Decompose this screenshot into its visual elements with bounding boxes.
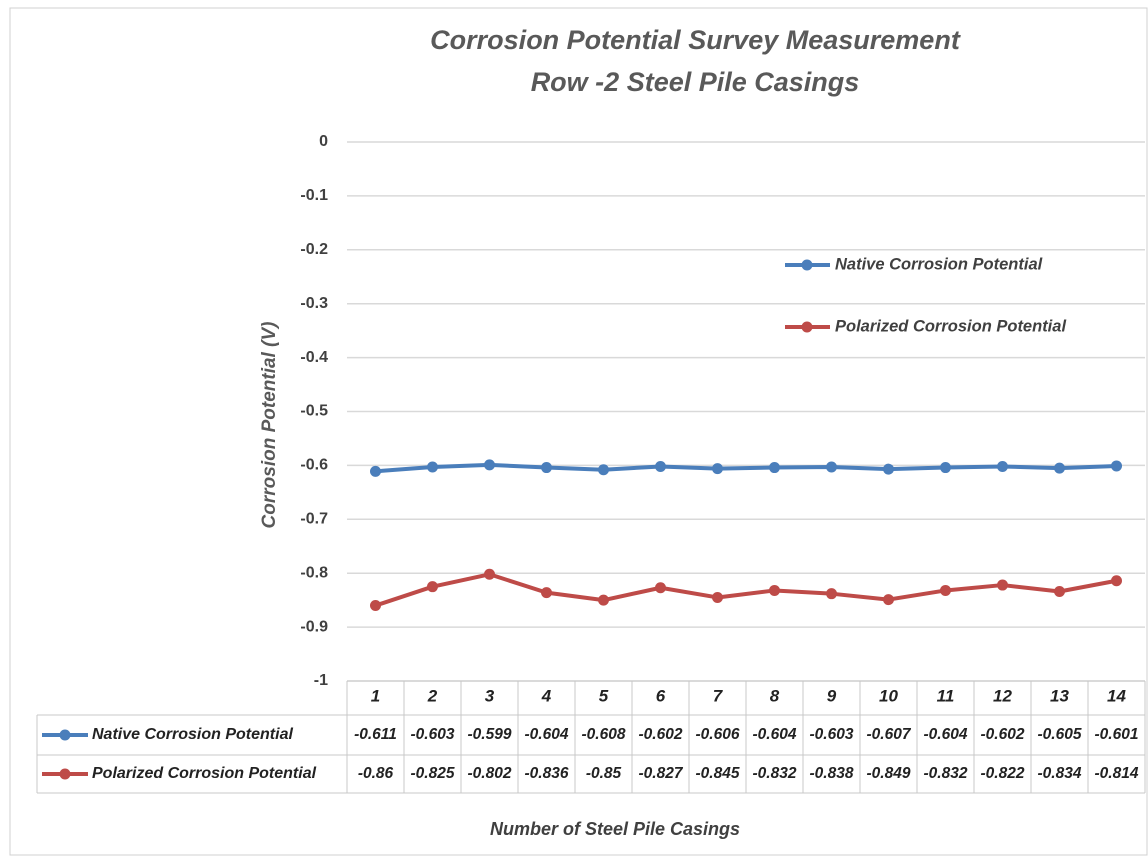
legend-key-marker bbox=[801, 259, 813, 271]
x-tick-label: 8 bbox=[770, 686, 780, 705]
data-point bbox=[484, 459, 495, 471]
x-axis-title: Number of Steel Pile Casings bbox=[490, 819, 740, 839]
data-point bbox=[541, 587, 552, 599]
table-cell: -0.608 bbox=[582, 726, 626, 743]
table-cell: -0.834 bbox=[1038, 765, 1082, 782]
data-point bbox=[427, 461, 438, 473]
data-point bbox=[1054, 586, 1065, 598]
y-tick-label: -0.7 bbox=[300, 511, 328, 528]
data-point bbox=[712, 591, 723, 603]
data-point bbox=[484, 568, 495, 580]
table-cell: -0.802 bbox=[468, 765, 512, 782]
data-point bbox=[427, 581, 438, 593]
data-point bbox=[826, 588, 837, 600]
chart-frame bbox=[9, 7, 1148, 856]
table-row-label: Native Corrosion Potential bbox=[92, 726, 293, 743]
y-tick-label: -0.3 bbox=[300, 295, 328, 312]
y-tick-label: -0.9 bbox=[300, 618, 328, 635]
x-tick-label: 13 bbox=[1050, 686, 1069, 705]
table-cell: -0.605 bbox=[1038, 726, 1082, 743]
data-point bbox=[769, 462, 780, 474]
table-cell: -0.604 bbox=[525, 726, 569, 743]
data-point bbox=[826, 461, 837, 473]
legend-label: Polarized Corrosion Potential bbox=[835, 317, 1066, 335]
x-tick-label: 1 bbox=[371, 686, 380, 705]
data-point bbox=[1054, 462, 1065, 474]
data-point bbox=[541, 462, 552, 474]
x-tick-label: 7 bbox=[713, 686, 724, 705]
data-point bbox=[1111, 575, 1122, 587]
table-cell: -0.602 bbox=[981, 726, 1025, 743]
table-cell: -0.601 bbox=[1095, 726, 1139, 743]
x-tick-label: 14 bbox=[1107, 686, 1126, 705]
table-cell: -0.607 bbox=[867, 726, 912, 743]
y-tick-label: -1 bbox=[314, 672, 328, 689]
table-key-marker bbox=[59, 729, 71, 741]
table-cell: -0.604 bbox=[753, 726, 797, 743]
table-cell: -0.603 bbox=[810, 726, 854, 743]
data-point bbox=[940, 462, 951, 474]
table-row-label: Polarized Corrosion Potential bbox=[92, 765, 317, 782]
x-tick-label: 11 bbox=[937, 686, 955, 705]
table-cell: -0.611 bbox=[354, 726, 397, 743]
x-tick-label: 5 bbox=[599, 686, 609, 705]
data-point bbox=[370, 465, 381, 477]
legend-label: Native Corrosion Potential bbox=[835, 255, 1043, 273]
chart-title: Corrosion Potential Survey Measurement bbox=[430, 25, 961, 55]
x-tick-label: 9 bbox=[827, 686, 837, 705]
table-cell: -0.602 bbox=[639, 726, 683, 743]
data-point bbox=[655, 582, 666, 594]
table-cell: -0.825 bbox=[411, 765, 455, 782]
table-cell: -0.606 bbox=[696, 726, 740, 743]
table-cell: -0.814 bbox=[1095, 765, 1139, 782]
table-cell: -0.603 bbox=[411, 726, 455, 743]
table-cell: -0.838 bbox=[810, 765, 854, 782]
x-tick-label: 2 bbox=[427, 686, 438, 705]
data-point bbox=[712, 463, 723, 475]
data-point bbox=[598, 594, 609, 606]
data-point bbox=[997, 579, 1008, 591]
data-point bbox=[655, 460, 666, 472]
legend-key-marker bbox=[801, 321, 813, 333]
series-line bbox=[375, 462, 1117, 474]
y-tick-label: -0.2 bbox=[300, 241, 328, 258]
y-tick-label: -0.1 bbox=[300, 187, 328, 204]
chart-subtitle: Row -2 Steel Pile Casings bbox=[531, 67, 860, 97]
y-tick-label: 0 bbox=[319, 133, 328, 150]
data-point bbox=[883, 594, 894, 606]
table-cell: -0.836 bbox=[525, 765, 569, 782]
table-cell: -0.599 bbox=[468, 726, 512, 743]
table-cell: -0.822 bbox=[981, 765, 1025, 782]
table-cell: -0.832 bbox=[924, 765, 968, 782]
data-point bbox=[769, 584, 780, 596]
table-cell: -0.827 bbox=[639, 765, 684, 782]
x-tick-label: 4 bbox=[541, 686, 552, 705]
table-cell: -0.832 bbox=[753, 765, 797, 782]
series-line bbox=[374, 572, 1117, 608]
data-point bbox=[883, 463, 894, 475]
y-tick-label: -0.5 bbox=[300, 403, 328, 420]
x-tick-label: 10 bbox=[879, 686, 898, 705]
table-cell: -0.604 bbox=[924, 726, 968, 743]
y-tick-label: -0.8 bbox=[300, 564, 328, 581]
table-key-marker bbox=[59, 768, 71, 780]
x-tick-label: 12 bbox=[993, 686, 1012, 705]
y-tick-label: -0.6 bbox=[300, 457, 328, 474]
table-cell: -0.86 bbox=[358, 765, 394, 782]
table-cell: -0.845 bbox=[696, 765, 740, 782]
y-tick-label: -0.4 bbox=[300, 349, 328, 366]
y-axis-title: Corrosion Potential (V) bbox=[259, 322, 280, 529]
table-cell: -0.85 bbox=[586, 765, 622, 782]
data-point bbox=[1111, 460, 1122, 472]
x-tick-label: 6 bbox=[656, 686, 666, 705]
data-point bbox=[598, 464, 609, 476]
table-cell: -0.849 bbox=[867, 765, 911, 782]
x-tick-label: 3 bbox=[485, 686, 495, 705]
data-point bbox=[940, 584, 951, 596]
data-point bbox=[997, 460, 1008, 472]
data-point bbox=[370, 600, 381, 612]
